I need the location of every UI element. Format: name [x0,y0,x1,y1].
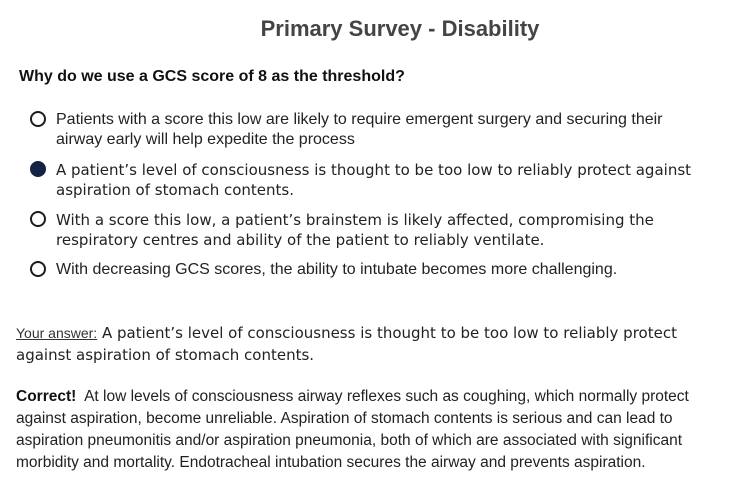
your-answer-label: Your answer: [16,325,98,341]
option-3[interactable]: With a score this low, a patient’s brain… [30,210,710,250]
page-title: Primary Survey - Disability [260,16,540,41]
feedback-text: At low levels of consciousness airway re… [16,388,689,471]
radio-button-option-4[interactable] [30,261,46,277]
option-2-label: A patient’s level of consciousness is th… [56,161,692,199]
radio-button-option-3[interactable] [30,211,46,227]
option-4-label: With decreasing GCS scores, the ability … [56,261,618,278]
radio-button-option-1[interactable] [30,111,46,127]
option-4[interactable]: With decreasing GCS scores, the ability … [30,260,710,280]
option-2[interactable]: A patient’s level of consciousness is th… [30,160,710,200]
your-answer: Your answer: A patient’s level of consci… [16,322,721,366]
radio-button-option-2[interactable] [30,161,46,177]
feedback-status: Correct! [16,388,77,405]
option-3-label: With a score this low, a patient’s brain… [56,211,654,249]
feedback: Correct! At low levels of consciousness … [16,386,722,474]
option-1-label: Patients with a score this low are likel… [56,111,663,148]
question-text: Why do we use a GCS score of 8 as the th… [19,68,405,85]
option-1[interactable]: Patients with a score this low are likel… [30,110,710,150]
answer-options: Patients with a score this low are likel… [30,110,710,290]
your-answer-text: A patient’s level of consciousness is th… [16,324,677,364]
